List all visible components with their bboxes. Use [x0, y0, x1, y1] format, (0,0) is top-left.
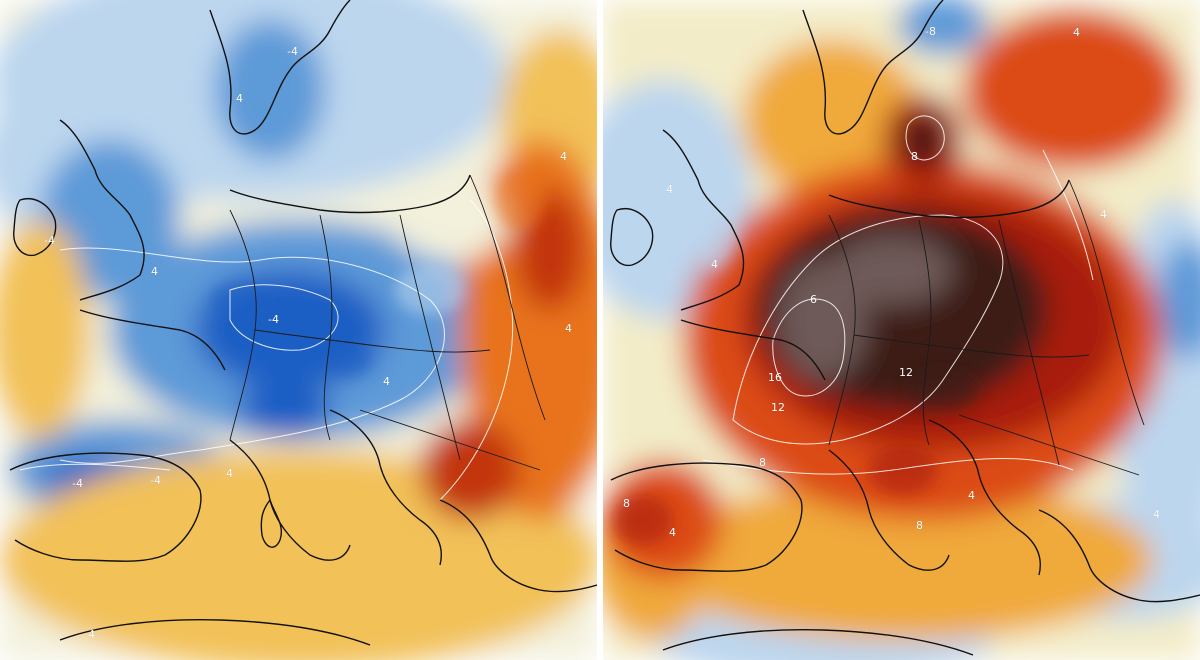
left-contour-labels: -4 4 -4 4 -4 -4 4 4 4 4 -4 4 [44, 45, 573, 642]
contour-label: 4 [565, 322, 572, 335]
contour-label: -4 [287, 45, 298, 58]
contour-label: 4 [711, 258, 718, 271]
right-coastlines [610, 0, 1200, 656]
right-anomaly-field [603, 0, 1200, 660]
contour-label: 4 [383, 375, 390, 388]
contour-label: 4 [226, 467, 233, 480]
right-isotherms [702, 115, 1094, 475]
contour-label: 4 [151, 265, 158, 278]
left-borders [229, 174, 546, 471]
right-temperature-anomaly-map: -8 4 8 4 4 6 16 12 12 8 4 8 4 4 8 4 [603, 0, 1200, 660]
contour-label: -4 [72, 477, 83, 490]
contour-label: -4 [268, 313, 279, 326]
contour-label: 16 [768, 371, 782, 384]
contour-label: -8 [925, 25, 936, 38]
contour-label: 8 [759, 456, 766, 469]
contour-label: 4 [88, 628, 95, 641]
contour-label: 4 [968, 489, 975, 502]
contour-label: 12 [899, 366, 913, 379]
right-detail-field [613, 170, 978, 545]
contour-label: 4 [1100, 208, 1107, 221]
contour-label: 4 [666, 183, 673, 196]
left-temperature-anomaly-map: -4 4 -4 4 -4 -4 4 4 4 4 -4 4 [0, 0, 597, 660]
right-contour-labels: -8 4 8 4 4 6 16 12 12 8 4 8 4 4 8 4 [623, 25, 1161, 540]
contour-label: 4 [1073, 26, 1080, 39]
right-borders [828, 179, 1145, 476]
contour-label: -4 [44, 234, 55, 247]
contour-label: 8 [623, 497, 630, 510]
contour-label: 4 [560, 150, 567, 163]
panel-divider [597, 0, 603, 660]
contour-label: 6 [810, 293, 817, 306]
contour-label: 4 [1153, 508, 1160, 521]
contour-label: 8 [916, 519, 923, 532]
contour-label: -4 [150, 474, 161, 487]
left-anomaly-field [0, 0, 597, 660]
contour-label: 12 [771, 401, 785, 414]
contour-label: 4 [669, 526, 676, 539]
left-map-svg: -4 4 -4 4 -4 -4 4 4 4 4 -4 4 [0, 0, 597, 660]
contour-label: 8 [911, 150, 918, 163]
contour-label: 4 [236, 92, 243, 105]
left-coastlines [9, 0, 597, 646]
right-map-svg: -8 4 8 4 4 6 16 12 12 8 4 8 4 4 8 4 [603, 0, 1200, 660]
left-isotherms [19, 199, 514, 501]
